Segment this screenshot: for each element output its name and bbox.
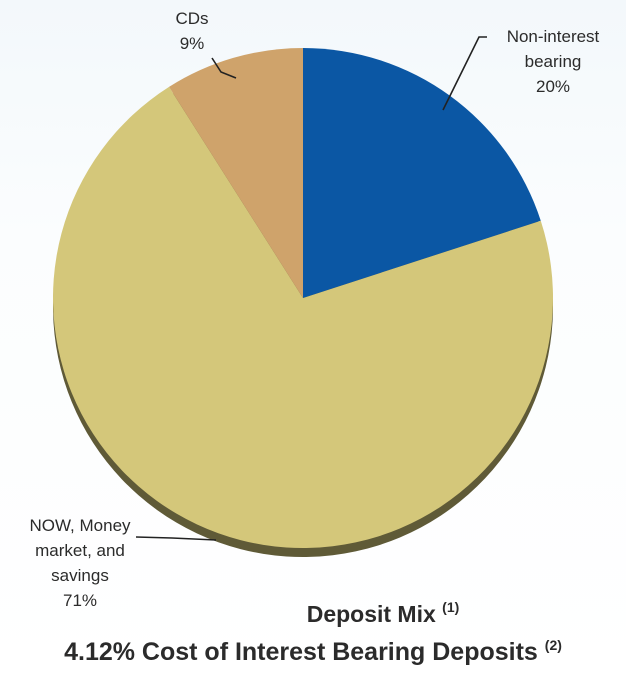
- chart-title-text: Deposit Mix: [306, 601, 436, 627]
- leader-line-cds: [211, 57, 237, 79]
- leader-line-now-money-market-and-savings: [135, 536, 217, 541]
- chart-subtitle-footnote: (2): [544, 637, 562, 653]
- chart-subtitle-text: 4.12% Cost of Interest Bearing Deposits: [64, 638, 538, 666]
- chart-title-footnote: (1): [442, 599, 460, 615]
- chart-subtitle: 4.12% Cost of Interest Bearing Deposits …: [0, 637, 626, 667]
- chart-title: Deposit Mix (1): [0, 599, 626, 628]
- pie-slice-cds: [169, 48, 303, 298]
- pie-slice-now-money-market-and-savings: [53, 86, 553, 548]
- pie-slice-non-interest-bearing: [303, 48, 541, 298]
- leader-lines: [135, 36, 487, 541]
- pie-slices: [53, 48, 553, 548]
- leader-line-non-interest-bearing: [442, 36, 487, 111]
- slice-label-non-interest-bearing: Non-interest bearing 20%: [507, 27, 600, 96]
- slice-labels: Non-interest bearing 20% NOW, Money market, …: [29, 9, 599, 610]
- slice-label-cds: CDs 9%: [175, 9, 208, 53]
- slice-label-now-money-market-and-savings: NOW, Money market, and savings 71%: [29, 516, 131, 610]
